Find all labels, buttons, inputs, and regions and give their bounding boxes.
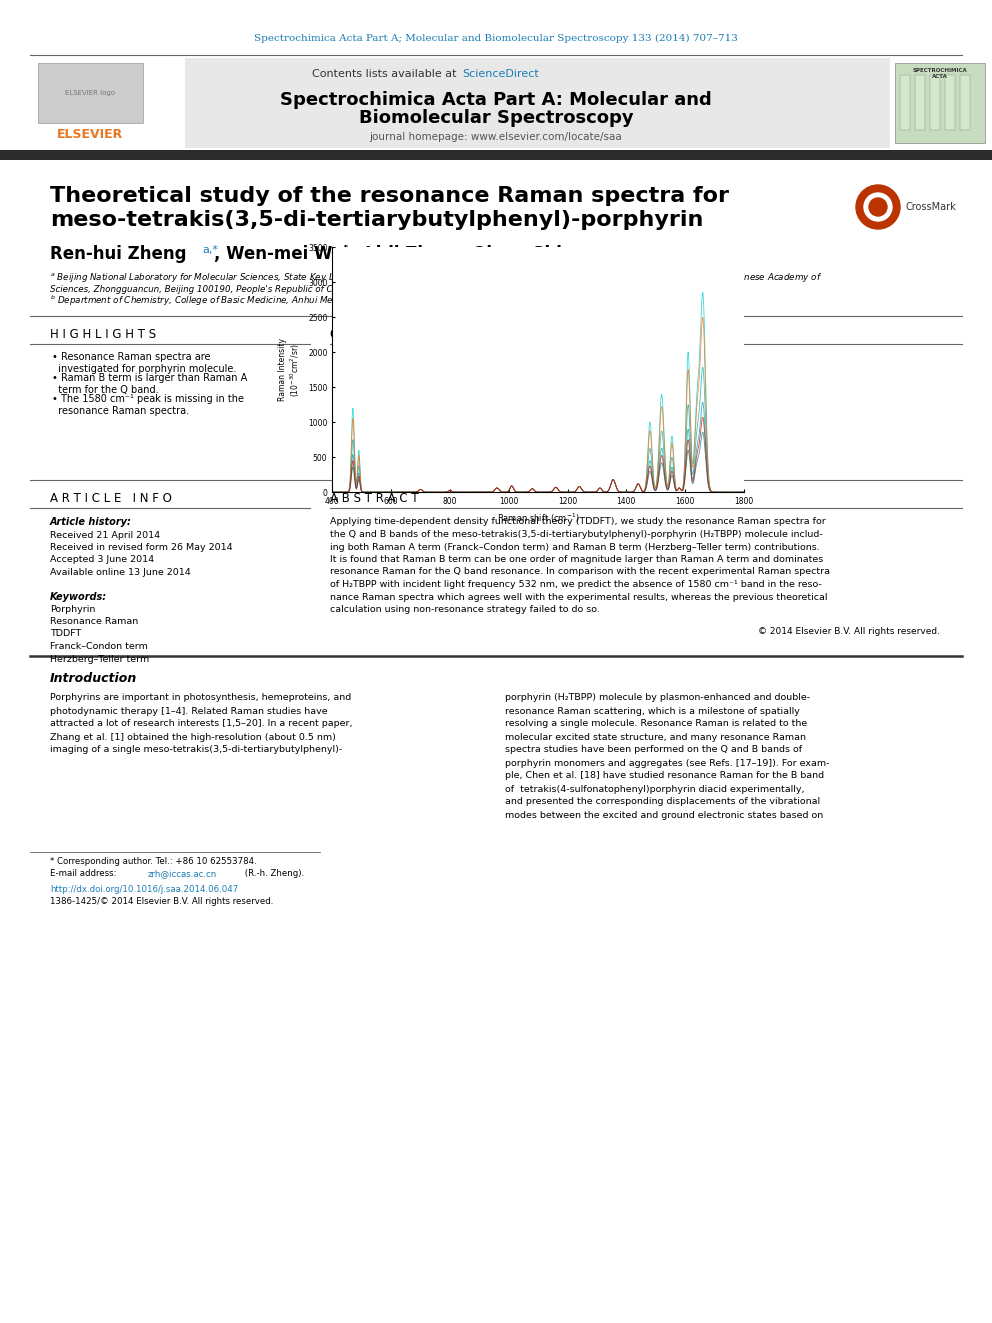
- Text: journal homepage: www.elsevier.com/locate/saa: journal homepage: www.elsevier.com/locat…: [370, 132, 622, 142]
- Text: porphyrin (H₂TBPP) molecule by plasmon-enhanced and double-: porphyrin (H₂TBPP) molecule by plasmon-e…: [505, 693, 810, 703]
- Text: Keywords:: Keywords:: [50, 591, 107, 602]
- Text: SPECTROCHIMICA
ACTA: SPECTROCHIMICA ACTA: [913, 67, 967, 79]
- Text: • Raman B term is larger than Raman A: • Raman B term is larger than Raman A: [52, 373, 247, 382]
- Text: ELSEVIER logo: ELSEVIER logo: [65, 90, 115, 97]
- Text: ScienceDirect: ScienceDirect: [462, 69, 539, 79]
- Text: resonance Raman spectra.: resonance Raman spectra.: [52, 406, 189, 415]
- Text: a,*: a,*: [202, 245, 218, 255]
- Bar: [930, 75, 940, 130]
- Text: zrh@iccas.ac.cn: zrh@iccas.ac.cn: [148, 869, 217, 878]
- Text: Resonance Raman: Resonance Raman: [50, 617, 138, 626]
- Bar: [960, 75, 970, 130]
- Text: of  tetrakis(4-sulfonatophenyl)porphyrin diacid experimentally,: of tetrakis(4-sulfonatophenyl)porphyrin …: [505, 785, 805, 794]
- Text: and presented the corresponding displacements of the vibrational: and presented the corresponding displace…: [505, 798, 820, 807]
- Text: Zhang et al. [1] obtained the high-resolution (about 0.5 nm): Zhang et al. [1] obtained the high-resol…: [50, 733, 336, 741]
- Text: ELSEVIER: ELSEVIER: [57, 128, 123, 142]
- Text: $^b$ Department of Chemistry, College of Basic Medicine, Anhui Medical Universit: $^b$ Department of Chemistry, College of…: [50, 294, 618, 308]
- Text: Porphyrin: Porphyrin: [50, 605, 95, 614]
- Text: calculation using non-resonance strategy failed to do so.: calculation using non-resonance strategy…: [330, 605, 600, 614]
- Text: resonance Raman scattering, which is a milestone of spatially: resonance Raman scattering, which is a m…: [505, 706, 800, 716]
- Text: attracted a lot of research interests [1,5–20]. In a recent paper,: attracted a lot of research interests [1…: [50, 720, 352, 729]
- Bar: [38, 64, 143, 123]
- Circle shape: [856, 185, 900, 229]
- Text: E-mail address:: E-mail address:: [50, 869, 119, 878]
- Text: a: a: [558, 245, 564, 255]
- Text: G R A P H I C A L   A B S T R A C T: G R A P H I C A L A B S T R A C T: [330, 328, 527, 340]
- Text: * Corresponding author. Tel.: +86 10 62553784.: * Corresponding author. Tel.: +86 10 625…: [50, 857, 257, 867]
- Text: a: a: [452, 245, 459, 255]
- Text: meso-tetrakis(3,5-di-tertiarybutylphenyl)-porphyrin: meso-tetrakis(3,5-di-tertiarybutylphenyl…: [50, 210, 703, 230]
- Text: Received 21 April 2014: Received 21 April 2014: [50, 531, 160, 540]
- Text: molecular excited state structure, and many resonance Raman: molecular excited state structure, and m…: [505, 733, 806, 741]
- Text: © 2014 Elsevier B.V. All rights reserved.: © 2014 Elsevier B.V. All rights reserved…: [758, 627, 940, 636]
- Text: , Li-li Zhu: , Li-li Zhu: [353, 245, 440, 263]
- Text: Article history:: Article history:: [50, 517, 132, 527]
- Bar: [915, 75, 925, 130]
- Text: term for the Q band.: term for the Q band.: [52, 385, 159, 396]
- Text: Theoretical study of the resonance Raman spectra for: Theoretical study of the resonance Raman…: [50, 187, 729, 206]
- Bar: [895, 64, 985, 143]
- Text: 1386-1425/© 2014 Elsevier B.V. All rights reserved.: 1386-1425/© 2014 Elsevier B.V. All right…: [50, 897, 274, 906]
- Text: CrossMark: CrossMark: [905, 202, 955, 212]
- Circle shape: [864, 193, 892, 221]
- Text: investigated for porphyrin molecule.: investigated for porphyrin molecule.: [52, 364, 236, 374]
- Text: nance Raman spectra which agrees well with the experimental results, whereas the: nance Raman spectra which agrees well wi…: [330, 593, 827, 602]
- Text: ple, Chen et al. [18] have studied resonance Raman for the B band: ple, Chen et al. [18] have studied reson…: [505, 771, 824, 781]
- Text: Herzberg–Teller term: Herzberg–Teller term: [50, 655, 149, 664]
- Text: http://dx.doi.org/10.1016/j.saa.2014.06.047: http://dx.doi.org/10.1016/j.saa.2014.06.…: [50, 885, 238, 894]
- Y-axis label: Raman Intensity
(10$^{-30}$cm$^2$/sr): Raman Intensity (10$^{-30}$cm$^2$/sr): [278, 339, 303, 401]
- Text: A R T I C L E   I N F O: A R T I C L E I N F O: [50, 492, 172, 504]
- Text: • The 1580 cm⁻¹ peak is missing in the: • The 1580 cm⁻¹ peak is missing in the: [52, 394, 244, 404]
- Text: Sciences, Zhongguancun, Beijing 100190, People's Republic of China: Sciences, Zhongguancun, Beijing 100190, …: [50, 284, 351, 294]
- Bar: [30, 58, 185, 148]
- Bar: [945, 75, 955, 130]
- Text: Spectrochimica Acta Part A: Molecular and: Spectrochimica Acta Part A: Molecular an…: [280, 91, 712, 108]
- Text: spectra studies have been performed on the Q and B bands of: spectra studies have been performed on t…: [505, 745, 803, 754]
- Text: porphyrin monomers and aggregates (see Refs. [17–19]). For exam-: porphyrin monomers and aggregates (see R…: [505, 758, 829, 767]
- Text: imaging of a single meso-tetrakis(3,5-di-tertiarybutylphenyl)-: imaging of a single meso-tetrakis(3,5-di…: [50, 745, 342, 754]
- X-axis label: Raman shift (cm$^{-1}$): Raman shift (cm$^{-1}$): [497, 512, 579, 525]
- Text: Biomolecular Spectroscopy: Biomolecular Spectroscopy: [359, 108, 633, 127]
- Text: Accepted 3 June 2014: Accepted 3 June 2014: [50, 556, 154, 565]
- Text: (R.-h. Zheng).: (R.-h. Zheng).: [242, 869, 305, 878]
- Text: of H₂TBPP with incident light frequency 532 nm, we predict the absence of 1580 c: of H₂TBPP with incident light frequency …: [330, 579, 821, 589]
- Text: It is found that Raman B term can be one order of magnitude larger than Raman A : It is found that Raman B term can be one…: [330, 556, 823, 564]
- Circle shape: [869, 198, 887, 216]
- Text: photodynamic therapy [1–4]. Related Raman studies have: photodynamic therapy [1–4]. Related Rama…: [50, 706, 327, 716]
- Text: Received in revised form 26 May 2014: Received in revised form 26 May 2014: [50, 542, 233, 552]
- Text: b: b: [345, 245, 352, 255]
- Text: ing both Raman A term (Franck–Condon term) and Raman B term (Herzberg–Teller ter: ing both Raman A term (Franck–Condon ter…: [330, 542, 819, 552]
- Text: TDDFT: TDDFT: [50, 630, 81, 639]
- Text: , Wen-mei Wei: , Wen-mei Wei: [214, 245, 349, 263]
- Text: resonance Raman for the Q band resonance. In comparison with the recent experime: resonance Raman for the Q band resonance…: [330, 568, 830, 577]
- Text: H I G H L I G H T S: H I G H L I G H T S: [50, 328, 156, 340]
- Text: Introduction: Introduction: [50, 672, 137, 684]
- Text: modes between the excited and ground electronic states based on: modes between the excited and ground ele…: [505, 811, 823, 819]
- Text: resolving a single molecule. Resonance Raman is related to the: resolving a single molecule. Resonance R…: [505, 720, 807, 729]
- Text: , Qiang Shi: , Qiang Shi: [460, 245, 561, 263]
- Text: • Resonance Raman spectra are: • Resonance Raman spectra are: [52, 352, 210, 363]
- Text: Contents lists available at: Contents lists available at: [312, 69, 460, 79]
- Text: the Q and B bands of the meso-tetrakis(3,5-di-tertiarybutylphenyl)-porphyrin (H₂: the Q and B bands of the meso-tetrakis(3…: [330, 531, 822, 538]
- Bar: [30, 58, 890, 148]
- Text: A B S T R A C T: A B S T R A C T: [330, 492, 419, 504]
- Text: $^a$ Beijing National Laboratory for Molecular Sciences, State Key Laboratory fo: $^a$ Beijing National Laboratory for Mol…: [50, 270, 822, 283]
- Text: Applying time-dependent density functional theory (TDDFT), we study the resonanc: Applying time-dependent density function…: [330, 517, 825, 527]
- Text: Available online 13 June 2014: Available online 13 June 2014: [50, 568, 190, 577]
- Bar: [900, 75, 910, 130]
- Text: Spectrochimica Acta Part A; Molecular and Biomolecular Spectroscopy 133 (2014) 7: Spectrochimica Acta Part A; Molecular an…: [254, 33, 738, 42]
- Text: Franck–Condon term: Franck–Condon term: [50, 642, 148, 651]
- Text: Ren-hui Zheng: Ren-hui Zheng: [50, 245, 186, 263]
- Text: Porphyrins are important in photosynthesis, hemeproteins, and: Porphyrins are important in photosynthes…: [50, 693, 351, 703]
- Bar: [0, 149, 992, 160]
